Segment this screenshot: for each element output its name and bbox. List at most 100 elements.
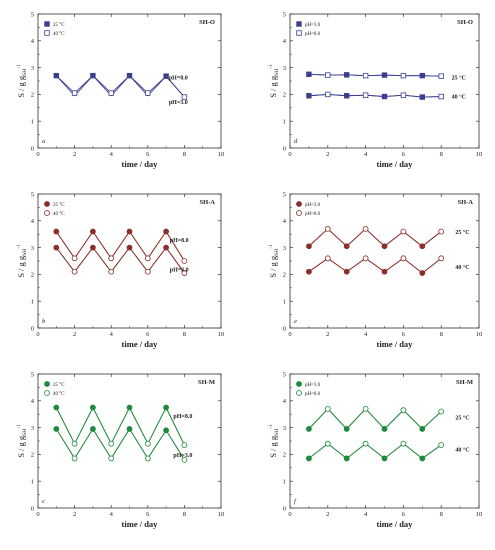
data-point xyxy=(181,270,188,276)
data-point xyxy=(108,90,114,96)
y-tick-label: 3 xyxy=(31,245,34,252)
y-tick-label: 0 xyxy=(283,325,286,332)
x-axis-label: time / day xyxy=(377,339,414,349)
data-point xyxy=(381,243,388,250)
x-tick-label: 4 xyxy=(364,511,368,518)
y-tick-label: 3 xyxy=(283,245,286,252)
y-tick-label: 4 xyxy=(31,218,35,225)
data-point xyxy=(108,255,115,262)
annotation-label: 40 °C xyxy=(455,447,469,454)
legend-label: 40 °C xyxy=(53,212,65,217)
data-point xyxy=(400,407,407,414)
legend-marker xyxy=(296,201,302,207)
x-tick-label: 0 xyxy=(288,511,291,518)
data-point xyxy=(400,255,407,262)
annotation-label: 25 °C xyxy=(455,415,469,422)
y-axis-label: S / g gSH-1 xyxy=(16,424,28,458)
y-tick-label: 0 xyxy=(31,145,34,152)
data-point xyxy=(71,440,78,447)
chart-panel-c: 0 2 4 6 8 10 0 1 2 3 4 5 time / day S / g gSH-1 SH-M c 2… xyxy=(16,371,224,529)
y-tick-label: 0 xyxy=(31,505,34,512)
data-point xyxy=(53,404,60,411)
panel-corner-label: f xyxy=(294,498,297,505)
panel-corner-label: e xyxy=(294,318,297,325)
y-tick-label: 4 xyxy=(283,398,287,405)
annotation-label: pH=3.0 xyxy=(170,268,189,274)
series-line xyxy=(308,93,442,98)
data-point xyxy=(381,268,388,275)
data-point xyxy=(305,455,312,462)
data-point xyxy=(419,426,426,432)
x-tick-label: 8 xyxy=(440,511,443,518)
y-tick-label: 1 xyxy=(31,299,34,306)
x-axis-label: time / day xyxy=(122,339,159,349)
y-tick-label: 1 xyxy=(283,119,286,126)
x-tick-label: 10 xyxy=(218,511,225,518)
annotation-label: pH=8.0 xyxy=(169,76,188,82)
series-line xyxy=(308,408,442,430)
y-tick-label: 2 xyxy=(31,92,34,99)
data-point xyxy=(438,228,445,235)
legend-marker xyxy=(296,210,302,216)
data-point xyxy=(362,225,369,232)
panel-title: SH-O xyxy=(457,19,473,26)
legend-label: 25 °C xyxy=(53,383,65,388)
data-point xyxy=(90,244,96,251)
data-point xyxy=(126,228,133,235)
legend-marker xyxy=(44,390,50,396)
y-tick-label: 5 xyxy=(283,11,286,18)
x-tick-label: 8 xyxy=(440,331,443,338)
series-line xyxy=(308,257,442,274)
y-axis-label: S / g gSH-1 xyxy=(16,244,28,278)
x-tick-label: 6 xyxy=(146,331,150,338)
x-tick-label: 10 xyxy=(476,151,483,158)
plot-frame xyxy=(37,373,222,509)
x-tick-label: 6 xyxy=(402,151,406,158)
data-point xyxy=(438,73,444,79)
data-point xyxy=(306,71,312,77)
data-point xyxy=(419,243,426,250)
data-point xyxy=(53,426,60,432)
x-tick-label: 10 xyxy=(476,331,483,338)
y-tick-label: 4 xyxy=(31,398,35,405)
legend-marker xyxy=(44,381,50,387)
annotation-label: pH=8.0 xyxy=(173,414,192,420)
x-tick-label: 0 xyxy=(36,511,39,518)
data-point xyxy=(71,268,78,275)
y-tick-label: 0 xyxy=(283,505,286,512)
x-tick-label: 8 xyxy=(183,331,186,338)
data-point xyxy=(438,255,445,262)
panel-corner-label: c xyxy=(42,498,45,505)
data-point xyxy=(381,72,388,78)
x-axis-label: time / day xyxy=(122,159,159,169)
chart-panel-b: 0 2 4 6 8 10 0 1 2 3 4 5 time / day S / g gSH-1 SH-A b 2… xyxy=(16,191,224,349)
data-point xyxy=(362,92,369,98)
x-tick-label: 2 xyxy=(73,511,76,518)
data-point xyxy=(163,404,170,411)
data-point xyxy=(71,90,78,96)
y-tick-label: 1 xyxy=(283,479,286,486)
data-point xyxy=(108,268,115,275)
data-point xyxy=(324,225,331,232)
series-line xyxy=(55,230,185,262)
data-point xyxy=(53,72,59,79)
y-tick-label: 2 xyxy=(283,272,286,279)
y-axis-label: S / g gSH-1 xyxy=(16,64,28,98)
y-tick-label: 3 xyxy=(31,65,34,72)
data-point xyxy=(343,93,350,99)
legend-label: pH=3.0 xyxy=(305,203,321,208)
legend-label: pH=8.0 xyxy=(305,32,321,37)
data-point xyxy=(53,228,60,235)
x-tick-label: 10 xyxy=(218,151,225,158)
x-tick-label: 4 xyxy=(364,151,368,158)
data-point xyxy=(108,455,115,462)
data-point xyxy=(400,92,407,98)
legend-label: 25 °C xyxy=(53,203,65,208)
panel-title: SH-M xyxy=(198,379,215,386)
legend-marker xyxy=(296,381,302,387)
y-tick-label: 5 xyxy=(31,191,34,198)
y-tick-label: 4 xyxy=(283,218,287,225)
data-point xyxy=(71,255,78,262)
annotation-label: pH=8.0 xyxy=(170,238,189,244)
